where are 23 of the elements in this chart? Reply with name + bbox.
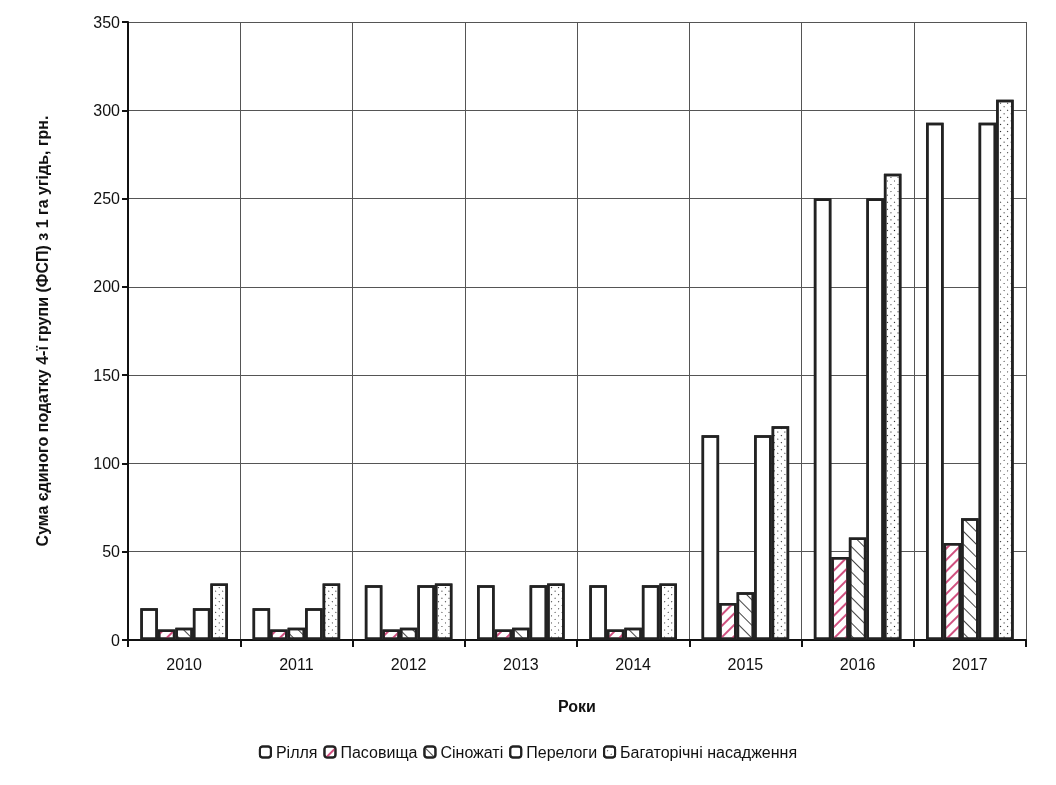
x-tick-label: 2013 [503,655,539,673]
legend-label: Сіножаті [440,743,504,761]
legend-label: Перелоги [526,743,598,761]
y-tick-label: 250 [93,190,121,208]
y-tick-label: 350 [93,13,121,31]
x-tick-label: 2015 [727,655,764,673]
x-tick-label: 2016 [839,655,876,673]
y-tick-label: 200 [93,278,121,296]
y-tick-label: 0 [111,631,121,649]
y-axis-title: Сума єдиного податку 4-ї групи (ФСП) з 1 га угідь, грн. [33,115,51,547]
x-tick-label: 2014 [615,655,652,673]
x-tick-label: 2017 [952,655,988,673]
y-tick-label: 150 [93,366,121,384]
legend-label: Пасовища [340,743,418,761]
x-tick-label: 2011 [279,655,314,673]
x-axis-title: Роки [558,697,596,715]
x-tick-label: 2010 [166,655,203,673]
y-tick-label: 50 [102,543,121,561]
legend-label: Багаторічні насадження [620,743,798,761]
y-tick-label: 300 [93,101,121,119]
x-tick-label: 2012 [390,655,427,673]
legend-label: Рілля [275,743,318,761]
y-tick-label: 100 [93,454,121,472]
